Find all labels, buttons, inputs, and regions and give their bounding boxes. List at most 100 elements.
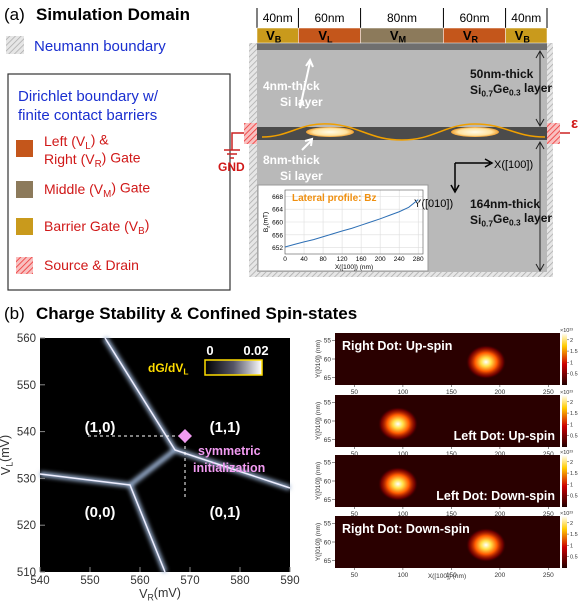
y-tick-label: 660 — [272, 220, 283, 227]
y-tick-label: 65 — [324, 437, 332, 444]
text-part: layer — [521, 211, 553, 225]
x-tick-label: 100 — [397, 572, 408, 579]
text-part: ) — [145, 217, 150, 233]
y-tick-label: 530 — [17, 473, 36, 485]
charge-state: (1,0) — [85, 419, 116, 436]
colorbar-tick-label: 2 — [570, 400, 573, 406]
subscript: L — [183, 367, 188, 377]
colorbar-tick-label: 1.5 — [570, 349, 578, 355]
text-part: (mT) — [262, 212, 269, 226]
y-axis-label: Y([010]) (nm) — [315, 340, 322, 378]
y-tick-label: 55 — [324, 338, 332, 345]
y-tick-label: 664 — [272, 207, 283, 214]
y-tick-label: 60 — [324, 418, 332, 425]
colorbar-tick-label: 1 — [570, 422, 573, 428]
y-tick-label: 560 — [17, 333, 36, 345]
y-tick-label: 55 — [324, 521, 332, 528]
legend-text: Neumann boundary — [34, 38, 166, 55]
quantum-dot — [451, 127, 499, 137]
colorbar-exponent: ×10²³ — [560, 511, 573, 517]
colorbar — [562, 516, 567, 568]
x-tick-label: 590 — [280, 575, 299, 587]
spin-density — [466, 528, 506, 562]
colorbar-tick-label: 2 — [570, 338, 573, 344]
legend-text: Barrier Gate (VB) — [44, 217, 149, 237]
text-part: layer — [521, 81, 553, 95]
annotation: initialization — [193, 461, 265, 475]
subscript: 0.3 — [509, 87, 521, 97]
subscript: L — [327, 35, 333, 45]
text-part: V — [515, 28, 524, 43]
subscript: M — [103, 189, 111, 200]
text-part: dG/dV — [148, 361, 183, 375]
y-tick-label: 65 — [324, 375, 332, 382]
colorbar-label: dG/dVL — [148, 361, 188, 377]
colorbar-tick-label: 2 — [570, 460, 573, 466]
x-tick-label: 280 — [413, 256, 424, 263]
panel-title: Charge Stability & Confined Spin-states — [36, 304, 357, 323]
inset-y-label: Bz(mT) — [262, 212, 270, 232]
legend-text: Source & Drain — [44, 257, 139, 273]
legend-text: Dirichlet boundary w/ — [18, 88, 159, 105]
panel-title: Simulation Domain — [36, 5, 190, 24]
text-part: Right (V — [44, 151, 95, 167]
neumann-swatch — [6, 36, 24, 54]
text-part: Left (V — [44, 133, 86, 149]
x-axis-label: VR(mV) — [139, 586, 181, 601]
text-part: Source & Drain — [44, 257, 139, 273]
colorbar — [562, 395, 567, 447]
x-tick-label: 550 — [80, 575, 99, 587]
subscript: 0.7 — [481, 219, 493, 229]
subscript: R — [95, 159, 102, 170]
legend-swatch-hatch — [16, 257, 33, 274]
gate-width: 80nm — [387, 11, 417, 25]
y-tick-label: 65 — [324, 497, 332, 504]
colorbar — [205, 360, 262, 375]
text-part: ) Gate — [102, 150, 141, 166]
y-tick-label: 668 — [272, 194, 283, 201]
text-part: ) Gate — [111, 180, 150, 196]
layer-label: Si layer — [280, 169, 323, 183]
colorbar-tick-label: 0.02 — [243, 343, 268, 358]
gate-width: 40nm — [263, 11, 293, 25]
subscript: B — [275, 35, 282, 45]
y-tick-label: 510 — [17, 567, 36, 579]
spin-density — [378, 467, 418, 501]
colorbar-tick-label: 0.5 — [570, 434, 578, 440]
inset-title: Lateral profile: Bz — [292, 193, 376, 204]
charge-state: (1,1) — [210, 419, 241, 436]
colorbar-exponent: ×10²³ — [560, 390, 573, 396]
text-part: V — [266, 28, 275, 43]
text-part: V — [463, 28, 472, 43]
y-axis-label: VL(mV) — [0, 435, 15, 475]
x-tick-label: 80 — [319, 256, 327, 263]
y-tick-label: 60 — [324, 356, 332, 363]
y-tick-label: 540 — [17, 427, 36, 439]
x-tick-label: 150 — [446, 389, 457, 396]
legend-swatch — [16, 140, 33, 157]
text-part: Ge — [493, 212, 509, 226]
y-tick-label: 60 — [324, 539, 332, 546]
subscript: 0.3 — [509, 217, 521, 227]
x-tick-label: 120 — [337, 256, 348, 263]
text-part: ) & — [91, 132, 110, 148]
y-tick-label: 60 — [324, 478, 332, 485]
text-part: Middle (V — [44, 181, 104, 197]
bias-label: ε — [571, 115, 578, 132]
panel-label: (a) — [4, 5, 25, 24]
y-axis-label: Y([010]) (nm) — [315, 402, 322, 440]
y-tick-label: 656 — [272, 232, 283, 239]
x-tick-label: 250 — [543, 389, 554, 396]
panel-caption: Right Dot: Up-spin — [342, 339, 452, 353]
x-tick-label: 580 — [230, 575, 249, 587]
y-tick-label: 652 — [272, 245, 283, 252]
text-part: (mV) — [154, 586, 181, 600]
x-tick-label: 0 — [283, 256, 287, 263]
y-tick-label: 550 — [17, 380, 36, 392]
subscript: M — [399, 35, 407, 45]
layer-label: 4nm-thick — [263, 79, 320, 93]
x-tick-label: 200 — [494, 389, 505, 396]
colorbar-exponent: ×10²³ — [560, 450, 573, 456]
layer-label: 164nm-thick — [470, 197, 540, 211]
gate-width: 60nm — [314, 11, 344, 25]
